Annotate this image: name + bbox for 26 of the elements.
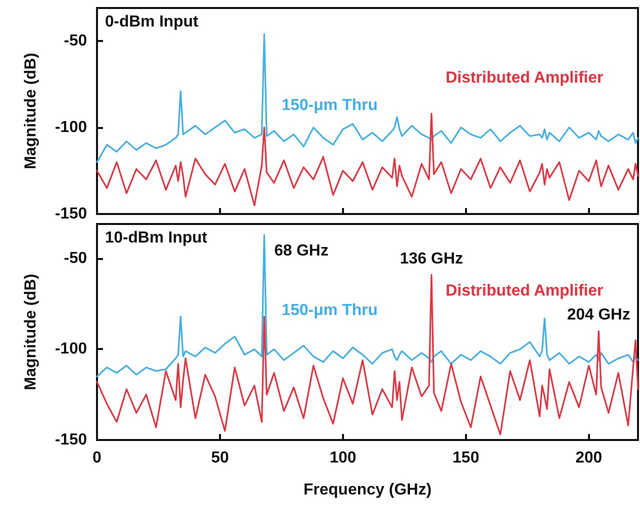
y-tick-label: -100 bbox=[54, 340, 88, 358]
annotation: 136 GHz bbox=[400, 250, 464, 268]
x-tick-label: 100 bbox=[330, 450, 356, 466]
series-label: Distributed Amplifier bbox=[446, 282, 604, 300]
y-tick-label: -150 bbox=[54, 206, 88, 222]
line-series bbox=[96, 274, 639, 436]
y-tick-label: -50 bbox=[64, 32, 88, 50]
y-axis-title: Magnitude (dB) bbox=[22, 274, 40, 390]
line-series bbox=[96, 33, 639, 163]
x-tick-label: 0 bbox=[92, 450, 102, 466]
annotation: 10-dBm Input bbox=[105, 230, 208, 246]
x-tick-label: 50 bbox=[211, 450, 229, 466]
x-axis-title: Frequency (GHz) bbox=[303, 482, 432, 498]
x-tick-label: 150 bbox=[452, 450, 480, 466]
x-tick-label: 200 bbox=[575, 450, 602, 466]
y-axis-title: Magnitude (dB) bbox=[22, 52, 40, 170]
series-label: 150-μm Thru bbox=[282, 302, 378, 319]
series-label: Distributed Amplifier bbox=[446, 69, 604, 86]
y-tick-label: -50 bbox=[64, 250, 88, 267]
annotation: 68 GHz bbox=[274, 242, 328, 260]
y-tick-label: -100 bbox=[54, 118, 88, 136]
line-series bbox=[96, 112, 639, 206]
annotation: 204 GHz bbox=[567, 306, 630, 324]
annotation: 0-dBm Input bbox=[105, 14, 199, 30]
y-tick-label: -150 bbox=[54, 432, 88, 448]
series-label: 150-μm Thru bbox=[282, 97, 378, 114]
